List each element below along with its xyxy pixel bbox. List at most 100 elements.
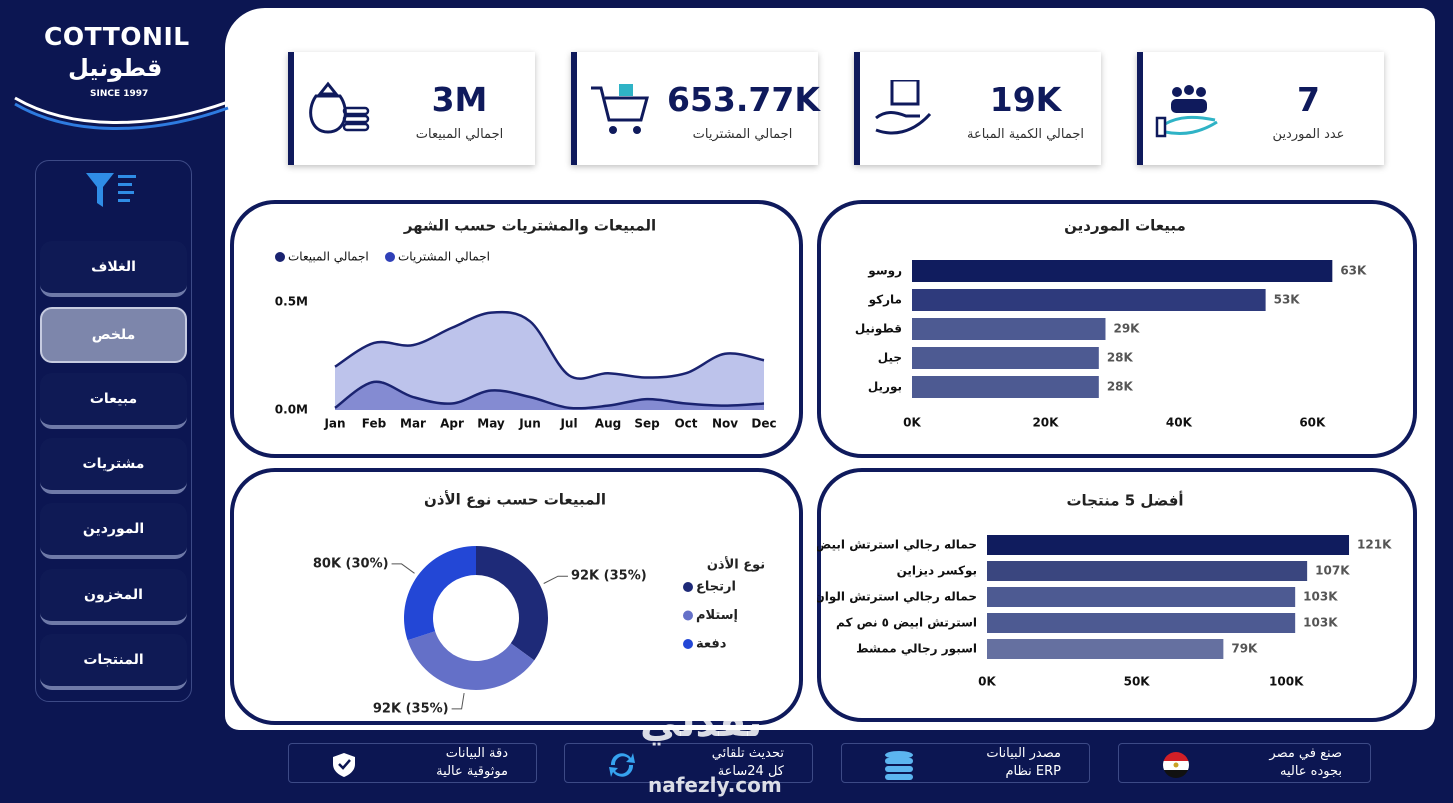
nav-button[interactable]: الموردين (40, 503, 187, 559)
legend-marker (385, 252, 395, 262)
kpi-card: 3M اجمالي المبيعات (288, 52, 535, 165)
x-tick-label: Jan (323, 417, 345, 431)
shield-icon (333, 753, 355, 777)
legend-marker (683, 610, 693, 621)
value-label: 92K (35%) (373, 701, 449, 716)
kpi-label: اجمالي المشتريات (692, 127, 793, 142)
category-label: حماله رجالي استرتش الوان (817, 590, 977, 605)
footer-title: تحديث تلقائي (711, 746, 784, 761)
value-label: 29K (1113, 322, 1140, 336)
category-label: روسو (867, 264, 902, 279)
database-icon (885, 751, 913, 780)
x-tick-label: 0K (978, 675, 996, 689)
category-label: ماركو (868, 293, 902, 308)
kpi-value: 7 (1297, 80, 1320, 119)
watermark: نفذلي (640, 700, 763, 746)
category-label: اسبور رجالي ممشط (856, 642, 977, 657)
bar-chart: مبيعات الموردين 0K 20K 40K 60K روسو 63K ماركو 53… (855, 217, 1367, 430)
nav-button[interactable]: المنتجات (40, 634, 187, 690)
value-label: 80K (30%) (313, 556, 389, 571)
legend-label: اجمالي المبيعات (288, 250, 369, 264)
bar (987, 613, 1296, 633)
legend-label: اجمالي المشتريات (398, 250, 490, 265)
legend-label: دفعة (696, 637, 727, 652)
category-label: استرتش ابيض ٥ نص كم (836, 616, 977, 630)
nav-button[interactable]: مبيعات (40, 373, 187, 429)
bar (912, 260, 1333, 282)
x-tick-label: Jul (559, 417, 577, 431)
refresh-icon (609, 753, 635, 777)
category-label: بوريل (868, 380, 902, 395)
x-tick-label: Nov (712, 417, 738, 431)
kpi-value: 19K (989, 80, 1062, 119)
line (334, 310, 765, 380)
bar (912, 347, 1099, 369)
kpi-icon (1155, 85, 1218, 138)
x-tick-label: Aug (595, 417, 621, 431)
kpi-card: 653.77K اجمالي المشتريات (571, 52, 820, 165)
leader-line (391, 563, 415, 574)
legend-marker (683, 582, 693, 592)
chart-panel: أفضل 5 منتجات 0K 50K 100K حماله رجالي استرتش… (817, 468, 1417, 722)
footer-title: مصدر البيانات (986, 746, 1061, 761)
area (335, 381, 764, 410)
value-label: 103K (1303, 616, 1338, 630)
area (335, 312, 764, 410)
value-label: 103K (1303, 590, 1338, 604)
logo-brand: COTTONIL (44, 22, 190, 51)
flag-icon (1163, 752, 1189, 778)
footer-box: تحديث تلقائي كل 24ساعة (564, 743, 813, 783)
y-tick-label: 0.0M (275, 403, 308, 417)
x-tick-label: Feb (362, 417, 387, 431)
kpi-value: 3M (431, 80, 488, 119)
leader-line (543, 575, 568, 584)
footer-title: صنع في مصر (1269, 746, 1342, 761)
value-label: 28K (1107, 380, 1134, 394)
kpi-icon (591, 84, 649, 134)
category-label: بوكسر ديزاين (897, 564, 977, 579)
nav-button[interactable]: مشتريات (40, 438, 187, 494)
value-label: 63K (1340, 264, 1367, 278)
kpi-icon (309, 81, 370, 134)
category-label: حماله رجالي استرتش ابيض (817, 538, 977, 552)
footer-text: موثوقية عالية (436, 764, 508, 779)
logo-wave (14, 96, 229, 130)
bar (912, 376, 1099, 398)
bar (987, 535, 1350, 555)
x-tick-label: Oct (674, 417, 697, 431)
nav-button[interactable]: الغلاف (40, 241, 187, 297)
nav-button[interactable]: المخزون (40, 569, 187, 625)
x-tick-label: 20K (1032, 416, 1059, 430)
bar (912, 318, 1106, 340)
kpi-label: اجمالي الكمية المباعة (966, 127, 1085, 142)
value-label: 53K (1274, 293, 1301, 307)
sidebar: الغلاف ملخص مبيعات مشتريات الموردين المخ… (35, 160, 192, 702)
footer-box: مصدر البيانات ERP نظام (841, 743, 1090, 783)
value-label: 79K (1231, 642, 1258, 656)
legend-label: ارتجاع (696, 580, 736, 595)
bar (987, 561, 1308, 581)
chart-title: المبيعات والمشتريات حسب الشهر (403, 217, 656, 235)
kpi-card: 7 عدد الموردين (1137, 52, 1384, 165)
leader-line (451, 692, 465, 710)
category-label: جيل (878, 351, 902, 365)
donut-slice (403, 546, 476, 641)
footer-text: بجوده عاليه (1279, 764, 1342, 779)
bar (912, 289, 1266, 311)
x-tick-label: May (477, 417, 505, 431)
legend-marker (683, 639, 693, 649)
category-label: قطونيل (855, 322, 902, 337)
chart-title: المبيعات حسب نوع الأذن (424, 491, 606, 509)
area-chart: المبيعات والمشتريات حسب الشهر 0.0M 0.5M Jan… (275, 217, 777, 431)
x-tick-label: 60K (1299, 416, 1326, 430)
value-label: 28K (1107, 351, 1134, 365)
x-tick-label: 40K (1166, 416, 1193, 430)
line (334, 380, 765, 410)
nav-button[interactable]: ملخص (40, 307, 187, 363)
filter-icon (86, 173, 136, 207)
legend-title: نوع الأذن (707, 556, 765, 573)
donut-slice (476, 546, 548, 661)
kpi-value: 653.77K (667, 80, 820, 119)
chart-title: مبيعات الموردين (1064, 217, 1186, 235)
